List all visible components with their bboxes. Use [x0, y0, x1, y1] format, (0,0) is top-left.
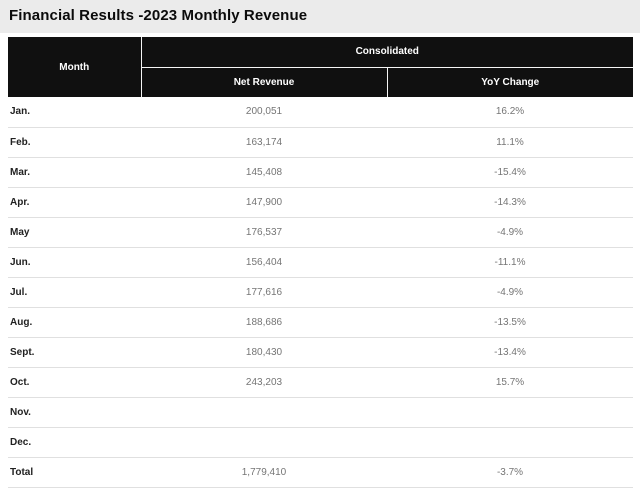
table-row-jun: Jun. 156,404 -11.1%	[8, 247, 633, 278]
net-revenue-value	[141, 397, 387, 428]
total-label: Total	[8, 457, 141, 488]
month-label: May	[8, 217, 141, 248]
column-header-yoy-change: YoY Change	[387, 67, 633, 97]
yoy-change-value: -4.9%	[387, 217, 633, 248]
net-revenue-value: 163,174	[141, 127, 387, 158]
month-label: Mar.	[8, 157, 141, 188]
table-body: Jan. 200,051 16.2% Feb. 163,174 11.1% Ma…	[8, 97, 633, 488]
month-label: Jun.	[8, 247, 141, 278]
table-row-apr: Apr. 147,900 -14.3%	[8, 187, 633, 218]
net-revenue-value: 200,051	[141, 97, 387, 128]
net-revenue-value: 180,430	[141, 337, 387, 368]
net-revenue-value: 177,616	[141, 277, 387, 308]
column-header-net-revenue: Net Revenue	[141, 67, 388, 97]
yoy-change-total-value: -3.7%	[387, 457, 633, 488]
month-label: Oct.	[8, 367, 141, 398]
monthly-revenue-table: Month Consolidated Net Revenue YoY Chang…	[8, 37, 633, 488]
yoy-change-value: 15.7%	[387, 367, 633, 398]
yoy-change-value	[387, 427, 633, 458]
yoy-change-value: -15.4%	[387, 157, 633, 188]
month-label: Nov.	[8, 397, 141, 428]
month-label: Dec.	[8, 427, 141, 458]
page-title: Financial Results -2023 Monthly Revenue	[9, 7, 308, 24]
yoy-change-value	[387, 397, 633, 428]
net-revenue-value: 176,537	[141, 217, 387, 248]
table-row-nov: Nov.	[8, 397, 633, 428]
column-group-consolidated: Consolidated	[141, 37, 633, 68]
net-revenue-total-value: 1,779,410	[141, 457, 387, 488]
table-row-mar: Mar. 145,408 -15.4%	[8, 157, 633, 188]
yoy-change-value: -13.4%	[387, 337, 633, 368]
table-row-jan: Jan. 200,051 16.2%	[8, 97, 633, 128]
yoy-change-value: 16.2%	[387, 97, 633, 128]
month-label: Sept.	[8, 337, 141, 368]
month-label: Jan.	[8, 97, 141, 128]
yoy-change-value: 11.1%	[387, 127, 633, 158]
page: Financial Results -2023 Monthly Revenue …	[0, 0, 640, 488]
header-row-subcolumns: Net Revenue YoY Change	[8, 67, 633, 97]
month-label: Jul.	[8, 277, 141, 308]
title-band: Financial Results -2023 Monthly Revenue	[0, 0, 640, 33]
month-label: Apr.	[8, 187, 141, 218]
table-row-oct: Oct. 243,203 15.7%	[8, 367, 633, 398]
month-label: Aug.	[8, 307, 141, 338]
table-row-aug: Aug. 188,686 -13.5%	[8, 307, 633, 338]
yoy-change-value: -13.5%	[387, 307, 633, 338]
net-revenue-value: 147,900	[141, 187, 387, 218]
table-row-may: May 176,537 -4.9%	[8, 217, 633, 248]
net-revenue-value: 145,408	[141, 157, 387, 188]
net-revenue-value: 243,203	[141, 367, 387, 398]
table-header: Month Consolidated Net Revenue YoY Chang…	[8, 37, 633, 97]
month-label: Feb.	[8, 127, 141, 158]
table-row-jul: Jul. 177,616 -4.9%	[8, 277, 633, 308]
table-row-total: Total 1,779,410 -3.7%	[8, 457, 633, 488]
yoy-change-value: -4.9%	[387, 277, 633, 308]
net-revenue-value	[141, 427, 387, 458]
net-revenue-value: 188,686	[141, 307, 387, 338]
table-row-sept: Sept. 180,430 -13.4%	[8, 337, 633, 368]
yoy-change-value: -11.1%	[387, 247, 633, 278]
yoy-change-value: -14.3%	[387, 187, 633, 218]
net-revenue-value: 156,404	[141, 247, 387, 278]
table-row-feb: Feb. 163,174 11.1%	[8, 127, 633, 158]
header-row-group: Month Consolidated	[8, 37, 633, 97]
column-header-month: Month	[8, 37, 142, 97]
table-row-dec: Dec.	[8, 427, 633, 458]
